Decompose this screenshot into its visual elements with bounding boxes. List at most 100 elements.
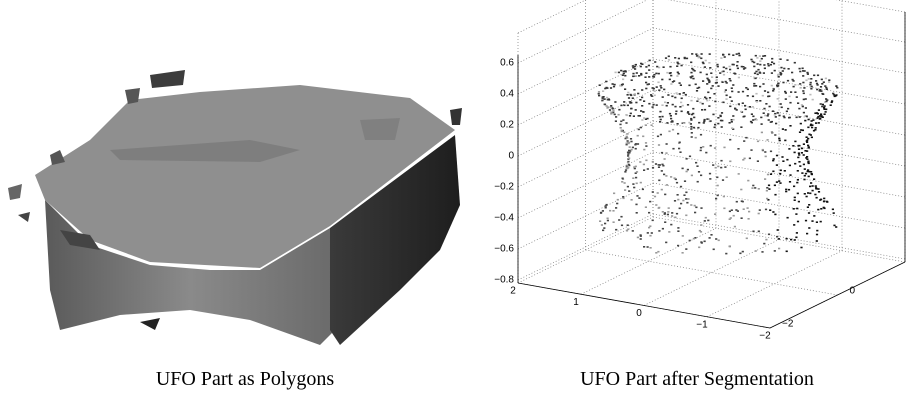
point: [679, 142, 681, 144]
point: [672, 81, 674, 83]
point: [657, 192, 659, 194]
point: [635, 177, 637, 179]
point: [721, 126, 723, 128]
point: [674, 57, 676, 59]
point: [732, 115, 734, 117]
point: [785, 98, 787, 100]
point: [806, 72, 808, 74]
point: [696, 90, 698, 92]
point: [729, 69, 731, 71]
point: [687, 169, 689, 171]
point: [598, 95, 600, 97]
point: [823, 81, 825, 83]
point: [729, 80, 731, 82]
point: [754, 73, 756, 75]
fragment: [140, 318, 160, 330]
point: [626, 168, 628, 170]
point: [698, 57, 700, 59]
point: [655, 252, 657, 254]
point: [621, 181, 623, 183]
point: [808, 78, 810, 80]
point: [702, 62, 704, 64]
point: [815, 185, 817, 187]
point: [629, 101, 631, 103]
point: [762, 83, 764, 85]
point: [688, 122, 690, 124]
point: [817, 209, 819, 211]
point: [698, 122, 700, 124]
point: [608, 98, 610, 100]
point: [771, 58, 773, 60]
point: [684, 180, 686, 182]
point: [759, 60, 761, 62]
point: [710, 234, 712, 236]
point: [767, 139, 769, 141]
point: [785, 189, 787, 191]
point: [788, 96, 790, 98]
point: [624, 171, 626, 173]
point: [655, 163, 657, 165]
point: [814, 194, 816, 196]
point: [658, 73, 660, 75]
point: [799, 71, 801, 73]
point: [778, 180, 780, 182]
point: [604, 104, 606, 106]
x-tick-label: −1: [696, 319, 708, 330]
point: [768, 185, 770, 187]
point: [652, 87, 654, 89]
point: [678, 73, 680, 75]
point: [799, 83, 801, 85]
point: [815, 188, 817, 190]
point: [825, 78, 827, 80]
point: [628, 157, 630, 159]
point: [813, 215, 815, 217]
point: [676, 182, 678, 184]
point: [677, 133, 679, 135]
point: [753, 66, 755, 68]
point: [762, 149, 764, 151]
point: [742, 102, 744, 104]
point: [749, 158, 751, 160]
point: [697, 127, 699, 129]
point: [805, 220, 807, 222]
point: [784, 91, 786, 93]
point: [717, 123, 719, 125]
point: [645, 142, 647, 144]
point: [685, 192, 687, 194]
point: [740, 126, 742, 128]
point: [753, 85, 755, 87]
point: [761, 58, 763, 60]
point: [734, 73, 736, 75]
point: [614, 101, 616, 103]
point: [798, 152, 800, 154]
point: [780, 58, 782, 60]
point: [723, 208, 725, 210]
point: [670, 75, 672, 77]
point: [802, 75, 804, 77]
point: [757, 160, 759, 162]
point: [627, 105, 629, 107]
point: [632, 230, 634, 232]
point: [801, 172, 803, 174]
point: [745, 87, 747, 89]
point: [670, 176, 672, 178]
point: [788, 189, 790, 191]
point: [817, 84, 819, 86]
point: [813, 178, 815, 180]
point: [793, 208, 795, 210]
point: [682, 252, 684, 254]
point: [627, 94, 629, 96]
point: [742, 91, 744, 93]
point: [772, 90, 774, 92]
point: [630, 141, 632, 143]
point: [816, 230, 818, 232]
point: [759, 55, 761, 57]
point: [804, 193, 806, 195]
point: [680, 186, 682, 188]
point: [641, 105, 643, 107]
point: [619, 85, 621, 87]
point: [794, 152, 796, 154]
point: [624, 182, 626, 184]
point: [738, 173, 740, 175]
point: [787, 80, 789, 82]
